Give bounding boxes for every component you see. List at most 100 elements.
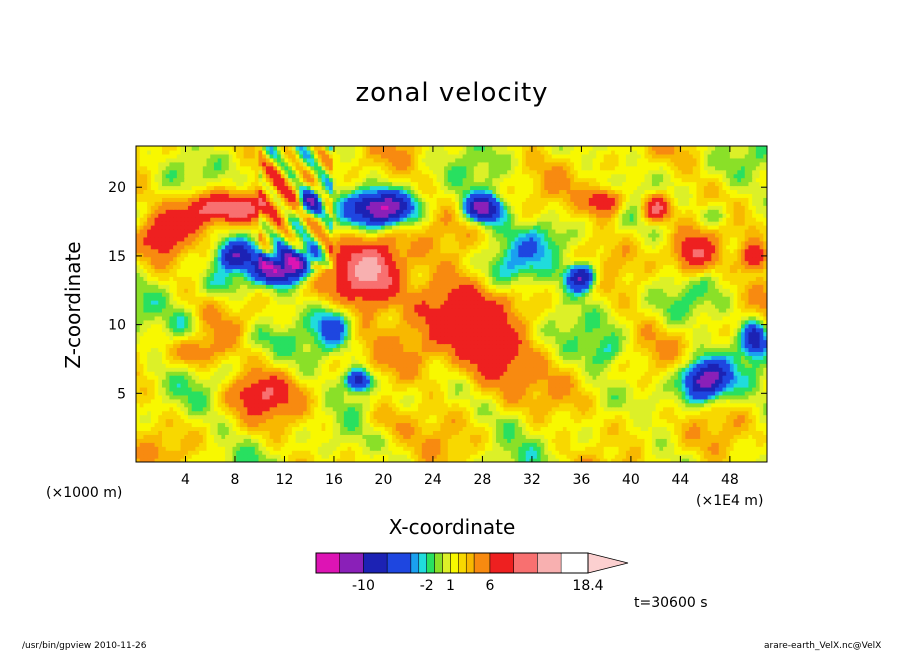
field-cell (213, 430, 219, 435)
field-cell (362, 379, 367, 384)
field-cell (269, 367, 274, 372)
field-cell (499, 351, 505, 356)
field-cell (711, 410, 716, 416)
field-cell (351, 379, 356, 384)
field-cell (551, 458, 557, 462)
field-cell (462, 363, 467, 368)
field-cell (176, 390, 182, 396)
field-cell (577, 418, 583, 424)
field-cell (562, 347, 568, 352)
field-cell (247, 438, 252, 443)
field-cell (136, 458, 141, 462)
field-cell (314, 375, 319, 380)
field-cell (432, 458, 438, 462)
field-cell (614, 375, 620, 380)
field-cell (462, 418, 467, 424)
field-cell (395, 367, 401, 372)
field-cell (637, 422, 642, 428)
field-cell (347, 402, 352, 408)
field-cell (358, 398, 364, 404)
field-cell (377, 446, 382, 451)
field-cell (455, 422, 460, 428)
field-cell (406, 454, 412, 459)
field-cell (507, 442, 512, 447)
field-cell (581, 371, 586, 376)
field-cell (299, 414, 304, 420)
field-cell (284, 430, 289, 435)
field-cell (258, 359, 263, 364)
field-cell (277, 379, 282, 384)
field-cell (436, 390, 441, 396)
field-cell (429, 442, 434, 447)
field-cell (221, 347, 226, 352)
field-cell (425, 363, 430, 368)
field-cell (488, 426, 493, 431)
field-cell (317, 410, 323, 416)
field-cell (251, 454, 256, 459)
field-cell (503, 398, 508, 404)
field-cell (191, 434, 196, 439)
field-cell (466, 398, 471, 404)
field-cell (466, 414, 471, 420)
field-cell (566, 410, 571, 416)
field-cell (577, 406, 583, 412)
field-cell (247, 422, 252, 428)
field-cell (555, 454, 560, 459)
field-cell (477, 371, 482, 376)
field-cell (744, 394, 750, 400)
field-cell (655, 426, 660, 431)
field-cell (733, 406, 738, 412)
field-cell (288, 390, 293, 396)
field-cell (466, 355, 471, 360)
field-cell (529, 386, 534, 392)
field-cell (707, 390, 712, 396)
field-cell (603, 379, 608, 384)
field-cell (670, 446, 675, 451)
field-cell (663, 347, 668, 352)
field-cell (217, 383, 222, 388)
field-cell (700, 410, 705, 416)
field-cell (392, 367, 397, 372)
field-cell (633, 442, 638, 447)
field-cell (536, 458, 542, 462)
field-cell (277, 418, 282, 424)
field-cell (562, 446, 568, 451)
field-cell (507, 414, 512, 420)
field-cell (559, 418, 564, 424)
field-cell (202, 343, 208, 349)
field-cell (741, 371, 746, 376)
field-cell (466, 418, 471, 424)
field-cell (362, 418, 367, 424)
field-cell (755, 363, 761, 368)
field-cell (343, 418, 349, 424)
field-cell (603, 414, 608, 420)
field-cell (288, 442, 293, 447)
field-cell (299, 442, 304, 447)
field-cell (692, 398, 698, 404)
field-cell (722, 398, 727, 404)
field-cell (692, 355, 698, 360)
field-cell (596, 347, 601, 352)
field-cell (737, 355, 742, 360)
field-cell (548, 379, 553, 384)
field-cell (184, 426, 189, 431)
field-cell (158, 418, 163, 424)
field-cell (191, 438, 196, 443)
field-cell (518, 390, 523, 396)
field-cell (544, 438, 549, 443)
field-cell (395, 402, 401, 408)
field-cell (637, 383, 642, 388)
field-cell (210, 363, 215, 368)
field-cell (239, 422, 245, 428)
field-cell (696, 454, 701, 459)
field-cell (147, 375, 152, 380)
field-cell (696, 363, 701, 368)
field-cell (703, 359, 709, 364)
field-cell (354, 426, 360, 431)
field-cell (707, 454, 712, 459)
field-cell (158, 390, 163, 396)
field-cell (741, 359, 746, 364)
field-cell (273, 386, 278, 392)
field-cell (722, 363, 727, 368)
field-cell (689, 418, 694, 424)
